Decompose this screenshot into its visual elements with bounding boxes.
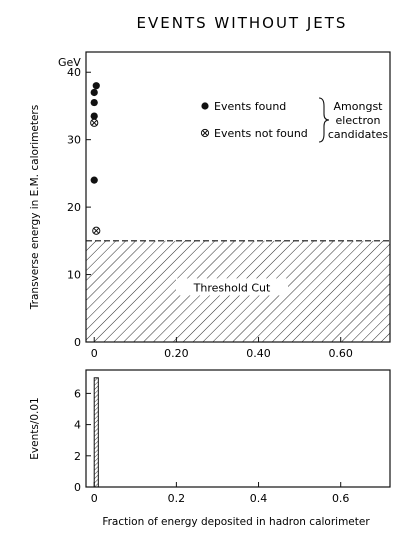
bottom-x-axis-label: Fraction of energy deposited in hadron c…	[102, 516, 370, 528]
bottom-x-tick-label: 0.4	[250, 492, 268, 505]
point-events-found	[92, 82, 100, 90]
point-events-not-found	[90, 118, 99, 127]
point-events-found	[90, 88, 98, 97]
top-y-tick-label: 10	[67, 269, 81, 282]
threshold-cut-label-background	[176, 278, 288, 296]
top-y-tick-label: 40	[67, 66, 81, 79]
top-x-ticks: 0 0.20 0.40 0.60	[91, 337, 353, 360]
top-x-tick-label: 0	[91, 347, 98, 360]
top-data-points	[90, 82, 101, 235]
histogram-bar	[93, 377, 99, 488]
top-panel: Threshold Cut 0 0.20 0.40 0.60 0 10 20 30 40 Ge…	[29, 51, 391, 360]
bottom-y-ticks: 0 2 4 6	[74, 387, 91, 494]
top-y-tick-label: 20	[67, 201, 81, 214]
bottom-y-tick-label: 2	[74, 450, 81, 463]
bottom-x-tick-label: 0.2	[168, 492, 186, 505]
point-events-not-found	[92, 226, 101, 235]
top-x-tick-label: 0.40	[246, 347, 271, 360]
histogram-bars	[93, 377, 99, 488]
legend-marker-events-found	[201, 102, 209, 110]
point-events-found	[90, 98, 98, 107]
legend-label-events-not-found: Events not found	[214, 127, 308, 140]
chart-title: EVENTS WITHOUT JETS	[137, 14, 348, 32]
top-y-axis-label: Transverse energy in E.M. calorimeters	[29, 105, 41, 310]
legend-group-line-3: candidates	[328, 128, 389, 141]
point-events-found	[90, 176, 98, 184]
top-y-tick-label: 0	[74, 336, 81, 349]
legend: Events found Events not found Amongst el…	[200, 97, 389, 143]
top-y-ticks: 0 10 20 30 40	[67, 66, 91, 349]
legend-label-events-found: Events found	[214, 100, 286, 113]
top-plot-frame	[85, 51, 391, 343]
bottom-y-tick-label: 0	[74, 481, 81, 494]
bottom-y-tick-label: 6	[74, 387, 81, 400]
legend-group-line-2: electron	[336, 114, 381, 127]
legend-brace	[318, 97, 330, 143]
bottom-x-ticks: 0 0.2 0.4 0.6	[91, 482, 350, 505]
legend-group-line-1: Amongst	[334, 100, 384, 113]
bottom-plot-frame	[85, 369, 391, 488]
legend-marker-events-not-found	[200, 128, 210, 138]
bottom-x-tick-label: 0	[91, 492, 98, 505]
top-x-tick-label: 0.20	[164, 347, 189, 360]
bottom-y-axis-label: Events/0.01	[29, 397, 41, 459]
bottom-x-tick-label: 0.6	[332, 492, 350, 505]
top-x-tick-label: 0.60	[328, 347, 353, 360]
top-y-tick-label: 30	[67, 134, 81, 147]
top-y-unit: GeV	[58, 56, 81, 69]
bottom-y-tick-label: 4	[74, 419, 81, 432]
bottom-panel: 0 0.2 0.4 0.6 0 2 4 6 Events/0.01 Fraction of …	[29, 369, 391, 528]
point-events-found	[90, 112, 98, 120]
threshold-cut-label: Threshold Cut	[193, 281, 271, 294]
